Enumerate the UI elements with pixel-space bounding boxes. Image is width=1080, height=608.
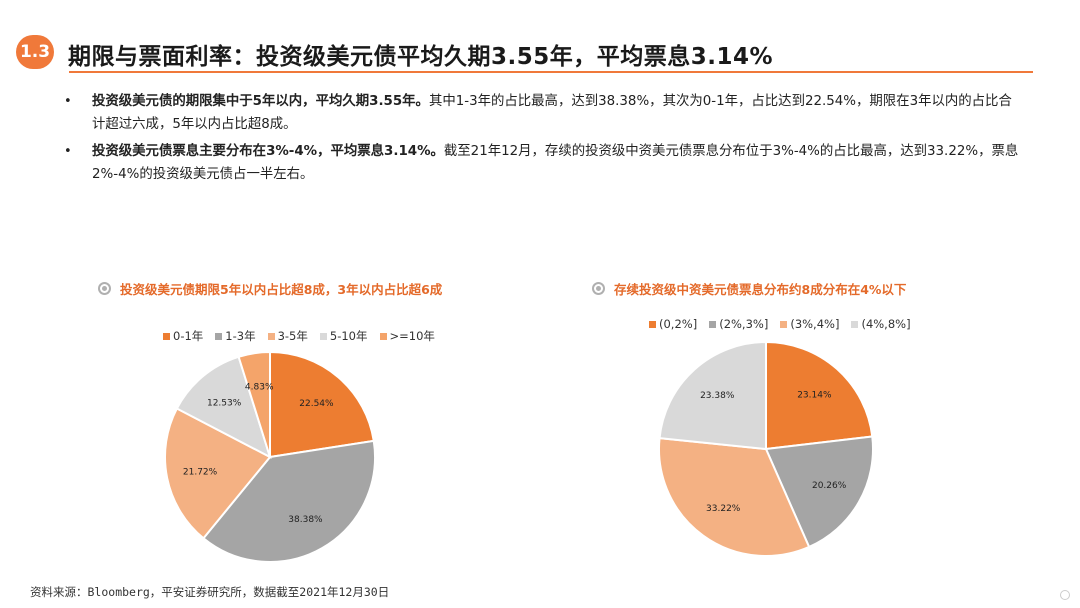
legend-item: (2%,3%] [709, 317, 768, 331]
legend-item: >=10年 [379, 328, 435, 344]
pie-slice [202, 439, 376, 563]
bullet-bold-text: 投资级美元债票息主要分布在3%-4%，平均票息3.14%。 [92, 144, 444, 159]
slide-title: 期限与票面利率：投资级美元债平均久期3.55年，平均票息3.14% [68, 44, 774, 70]
bullet-dot: • [64, 144, 72, 159]
pie-data-label: 20.26% [812, 481, 847, 491]
legend-swatch [649, 320, 656, 328]
legend-label: (2%,3%] [719, 317, 769, 331]
legend-label: >=10年 [389, 329, 435, 343]
pie-slice [765, 340, 874, 451]
page-corner-icon [1060, 590, 1070, 600]
bullet-text: 其中1-3年的占比最高，达到38.38%，其次为0-1年，占比达到22.54%，… [92, 94, 1012, 132]
legend-swatch [379, 332, 387, 340]
chart2-title: 存续投资级中资美元债票息分布约8成分布在4%以下 [592, 279, 906, 298]
legend-swatch [319, 332, 327, 340]
bullet-item: • 投资级美元债的期限集中于5年以内，平均久期3.55年。其中1-3年的占比最高，… [62, 90, 1022, 136]
target-circle-icon [592, 282, 605, 295]
chart1-title-text: 投资级美元债期限5年以内占比超8成，3年以内占比超6成 [120, 282, 443, 297]
legend-swatch [163, 332, 170, 340]
pie-data-label: 23.38% [700, 391, 735, 401]
pie-slice [658, 340, 767, 451]
chart2-legend: (0,2%] (2%,3%] (3%,4%] (4%,8%] [649, 317, 911, 331]
chart1-pie: 22.54% 38.38% 21.72% 12.53%4.83% [164, 350, 376, 563]
legend-item: 0-1年 [163, 328, 203, 344]
legend-swatch [780, 320, 788, 328]
pie-slice [164, 407, 272, 540]
bullet-bold-text: 投资级美元债的期限集中于5年以内，平均久期3.55年。 [92, 94, 429, 109]
legend-swatch [215, 332, 223, 340]
pie-data-label: 21.72% [183, 467, 218, 477]
legend-item: (4%,8%] [851, 317, 911, 331]
source-footnote: 资料来源：Bloomberg，平安证券研究所，数据截至2021年12月30日 [30, 585, 390, 599]
chart1-legend: 0-1年 1-3年 3-5年 5-10年 >=10年 [163, 328, 435, 344]
legend-label: (3%,4%] [790, 317, 840, 331]
title-underline [69, 71, 1033, 73]
legend-label: 3-5年 [277, 329, 308, 343]
pie-slice [658, 437, 811, 557]
legend-swatch [709, 320, 717, 328]
slide-header: 1.3 期限与票面利率：投资级美元债平均久期3.55年，平均票息3.14% [14, 33, 1033, 73]
legend-label: (0,2%] [659, 317, 698, 331]
pie-slice [269, 350, 375, 459]
pie-data-label: 12.53% [207, 398, 242, 408]
legend-item: (3%,4%] [780, 317, 839, 331]
pie-data-label: 38.38% [288, 515, 323, 525]
legend-item: 3-5年 [267, 328, 308, 344]
pie-data-label: 23.14% [797, 391, 832, 401]
bullet-dot: • [64, 94, 72, 109]
legend-label: 5-10年 [329, 329, 368, 343]
pie-slice [237, 350, 271, 458]
legend-item: 1-3年 [215, 328, 256, 344]
pie-slice [764, 435, 874, 549]
bullet-item: • 投资级美元债票息主要分布在3%-4%，平均票息3.14%。截至21年12月，存… [62, 140, 1022, 186]
legend-swatch [267, 332, 275, 340]
section-number-badge: 1.3 [16, 35, 54, 69]
pie-data-label: 4.83% [245, 382, 274, 392]
bullet-list: • 投资级美元债的期限集中于5年以内，平均久期3.55年。其中1-3年的占比最高，… [62, 90, 1022, 190]
legend-label: (4%,8%] [861, 317, 911, 331]
legend-item: 5-10年 [319, 328, 368, 344]
chart2-title-text: 存续投资级中资美元债票息分布约8成分布在4%以下 [614, 282, 907, 297]
chart1-title: 投资级美元债期限5年以内占比超8成，3年以内占比超6成 [98, 279, 442, 298]
pie-slice [175, 355, 272, 459]
legend-label: 0-1年 [173, 329, 204, 343]
target-circle-icon [98, 282, 111, 295]
chart2-pie: 23.14% 20.26% 33.22% 23.38% [658, 340, 874, 557]
pie-data-label: 33.22% [706, 504, 741, 514]
bullet-text: 截至21年12月，存续的投资级中资美元债票息分布位于3%-4%的占比最高，达到3… [92, 144, 1019, 182]
legend-label: 1-3年 [225, 329, 256, 343]
legend-swatch [851, 320, 859, 328]
pie-data-label: 22.54% [299, 399, 334, 409]
legend-item: (0,2%] [649, 317, 697, 331]
